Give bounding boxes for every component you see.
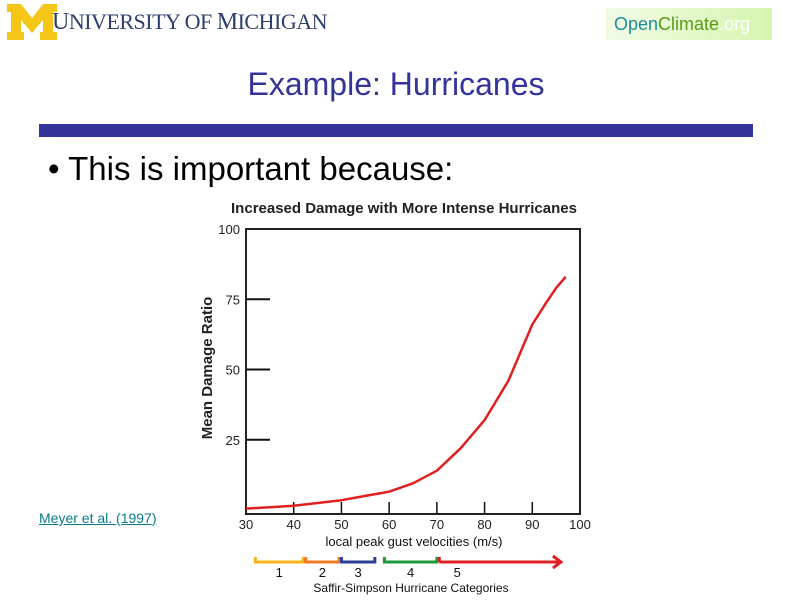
arrow-head-icon	[552, 554, 564, 570]
category-bracket	[253, 557, 305, 564]
title-divider	[39, 124, 753, 137]
chart-title: Increased Damage with More Intense Hurri…	[231, 200, 577, 217]
x-tick-label: 80	[477, 517, 491, 532]
openclimate-logo: OpenClimate.org	[606, 8, 772, 40]
plot-frame	[245, 228, 581, 515]
y-tick-label: 100	[218, 222, 240, 237]
categories-title: Saffir-Simpson Hurricane Categories	[313, 581, 508, 595]
category-bracket	[382, 557, 439, 564]
category-label: 2	[319, 565, 326, 580]
x-tick-label: 60	[382, 517, 396, 532]
category-label: 5	[454, 565, 461, 580]
bullet-point: • This is important because:	[48, 150, 454, 187]
y-tick-label: 25	[226, 433, 240, 448]
slide-title: Example: Hurricanes	[247, 66, 545, 102]
category-bracket	[339, 557, 377, 564]
y-axis-label: Mean Damage Ratio	[199, 297, 216, 440]
x-axis-label: local peak gust velocities (m/s)	[325, 534, 502, 549]
category-label: 4	[407, 565, 414, 580]
category-bracket	[304, 557, 341, 564]
category-label: 1	[276, 565, 283, 580]
x-tick-label: 90	[525, 517, 539, 532]
x-tick-label: 70	[430, 517, 444, 532]
y-tick-label: 50	[226, 363, 240, 378]
y-tick-label: 75	[226, 292, 240, 307]
damage-curve	[245, 275, 567, 510]
citation-link[interactable]: Meyer et al. (1997)	[39, 510, 157, 526]
university-m-logo	[7, 4, 57, 40]
x-tick-label: 50	[334, 517, 348, 532]
x-tick-label: 100	[569, 517, 591, 532]
x-tick-label: 40	[286, 517, 300, 532]
category-label: 3	[355, 565, 362, 580]
university-name: UNIVERSITY OF MICHIGAN	[52, 9, 328, 35]
x-tick-label: 30	[239, 517, 253, 532]
bullet-text: This is important because:	[68, 150, 454, 187]
